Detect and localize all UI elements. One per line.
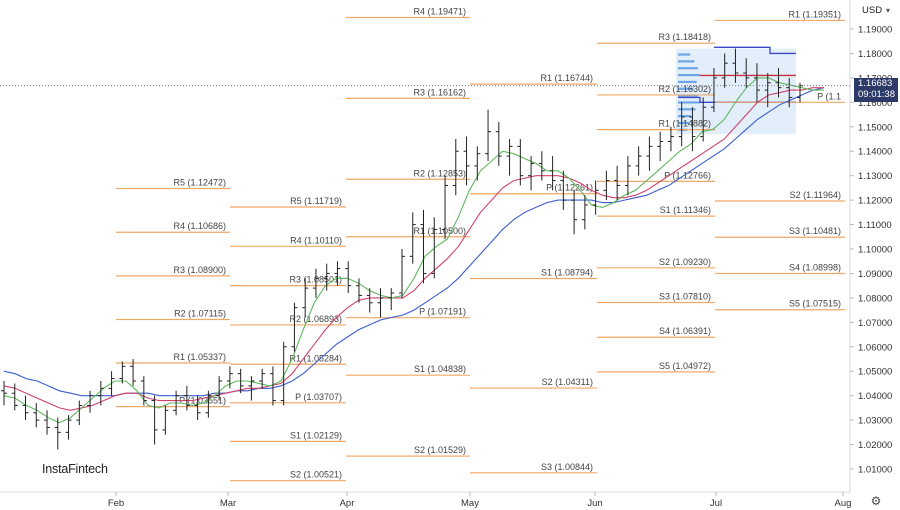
pivot-label: R2 (1.07115) [174, 309, 226, 319]
pivot-label: R3 (1.16162) [413, 87, 466, 97]
watermark: InstaFintech [42, 462, 108, 476]
pivot-label: R1 (1.05337) [173, 352, 226, 362]
volume-profile-bar [678, 115, 692, 118]
pivot-label: P (1.07191) [419, 307, 466, 317]
pivot-label: P (1.12766) [664, 170, 711, 180]
y-axis: 1.01000 1.02000 1.03000 1.04000 1.05000 1.060… [850, 25, 892, 476]
pivot-label: S5 (1.04972) [659, 361, 711, 371]
y-tick-label: 1.16000 [858, 98, 892, 109]
y-tick-label: 1.19000 [858, 25, 892, 36]
y-tick-label: 1.10000 [858, 245, 892, 256]
x-tick-label: Jun [587, 498, 602, 509]
pivot-label: S1 (1.11346) [660, 205, 711, 215]
volume-profile-bar [678, 67, 698, 70]
volume-profile [676, 46, 796, 135]
value-area-high [714, 46, 796, 55]
y-tick-label: 1.12000 [858, 196, 892, 207]
y-tick-label: 1.01000 [858, 465, 892, 476]
x-tick-label: May [461, 498, 479, 509]
y-tick-label: 1.07000 [858, 318, 892, 329]
sma-fast-line [3, 77, 824, 424]
pivot-label: R5 (1.11719) [290, 196, 342, 206]
pivot-label: S1 (1.04838) [414, 364, 466, 374]
pivot-label: R3 (1.18418) [658, 32, 711, 42]
gear-icon[interactable]: ⚙ [870, 494, 882, 508]
volume-profile-bar [678, 87, 694, 90]
pivot-label: R1 (1.05284) [289, 353, 342, 363]
pivot-label: S2 (1.01529) [414, 445, 466, 455]
pivot-label: P (1.03551) [179, 396, 226, 406]
currency-label: USD [862, 5, 883, 16]
y-tick-label: 1.08000 [858, 293, 892, 304]
y-tick-label: 1.05000 [858, 367, 892, 378]
sma-slow-line [3, 87, 825, 397]
pivot-label: R5 (1.12472) [173, 178, 226, 188]
y-tick-label: 1.09000 [858, 269, 892, 280]
x-tick-label: Aug [835, 498, 852, 509]
x-tick-label: Jul [710, 498, 722, 509]
x-tick-label: Mar [220, 498, 236, 509]
pivot-label: S4 (1.06391) [659, 326, 711, 336]
y-tick-label: 1.11000 [858, 220, 892, 231]
last-price-badge: 1.16683 09:01:38 [854, 77, 898, 102]
pivot-label: R4 (1.10110) [290, 235, 342, 245]
x-tick-label: Apr [340, 498, 355, 509]
y-tick-label: 1.18000 [858, 49, 892, 60]
volume-profile-area [676, 48, 796, 135]
pivot-label: S3 (1.10481) [789, 226, 841, 236]
bar-countdown: 09:01:38 [858, 89, 895, 101]
y-tick-label: 1.13000 [858, 171, 892, 182]
pivot-levels: R5 (1.12472) R4 (1.10686) R3 (1.08900) R2 (… [116, 6, 845, 482]
volume-profile-bar [678, 108, 696, 111]
pivot-label: S1 (1.08794) [541, 267, 593, 277]
y-tick-label: 1.04000 [858, 391, 892, 402]
y-tick-label: 1.06000 [858, 342, 892, 353]
volume-profile-bar [678, 80, 697, 84]
y-tick-label: 1.15000 [858, 122, 892, 133]
pivot-label: R2 (1.06893) [289, 314, 342, 324]
pivot-label: P (1.12261) [546, 183, 593, 193]
volume-profile-bar [678, 101, 700, 104]
pivot-label: S1 (1.02129) [290, 430, 342, 440]
pivot-label: R1 (1.14882) [658, 119, 711, 129]
x-tick-label: Feb [108, 498, 124, 509]
y-tick-label: 1.14000 [858, 147, 892, 158]
volume-profile-bar [678, 60, 695, 63]
pivot-label: S2 (1.09230) [659, 257, 711, 267]
pivot-label: R4 (1.19471) [413, 6, 466, 16]
moving-averages [3, 77, 825, 424]
currency-selector[interactable]: USD ▾ [856, 3, 894, 19]
last-price-value: 1.16683 [858, 77, 893, 89]
ohlc-bars [1, 48, 803, 450]
pivot-label: R4 (1.10686) [173, 221, 226, 231]
pivot-label: R2 (1.16302) [658, 84, 711, 94]
pivot-label: R1 (1.19351) [788, 9, 841, 19]
pivot-label: S2 (1.11964) [790, 190, 841, 200]
pivot-label: S3 (1.07810) [659, 292, 711, 302]
y-tick-label: 1.03000 [858, 416, 892, 427]
pivot-label: S3 (1.00844) [541, 462, 593, 472]
pivot-label: S5 (1.07515) [789, 299, 841, 309]
pivot-label: P (1.03707) [295, 392, 342, 402]
pivot-label: R2 (1.12853) [413, 168, 466, 178]
y-tick-label: 1.02000 [858, 440, 892, 451]
pivot-label: S2 (1.00521) [290, 470, 342, 480]
watermark-box [36, 456, 116, 482]
x-axis: Feb Mar Apr May Jun Jul Aug [108, 492, 852, 509]
pivot-label: R3 (1.08900) [173, 265, 226, 275]
pivot-label: R1 (1.16744) [540, 73, 593, 83]
volume-profile-bar [678, 94, 698, 97]
pivot-label: S2 (1.04311) [542, 377, 593, 387]
volume-profile-bar [678, 121, 689, 125]
pivot-label: P (1.1 [817, 91, 841, 101]
volume-profile-bar [678, 73, 700, 77]
pivot-label: R1 (1.10500) [413, 226, 466, 236]
volume-profile-bar [678, 53, 691, 56]
pivot-label: S4 (1.08998) [789, 262, 841, 272]
chevron-down-icon: ▾ [885, 6, 890, 15]
